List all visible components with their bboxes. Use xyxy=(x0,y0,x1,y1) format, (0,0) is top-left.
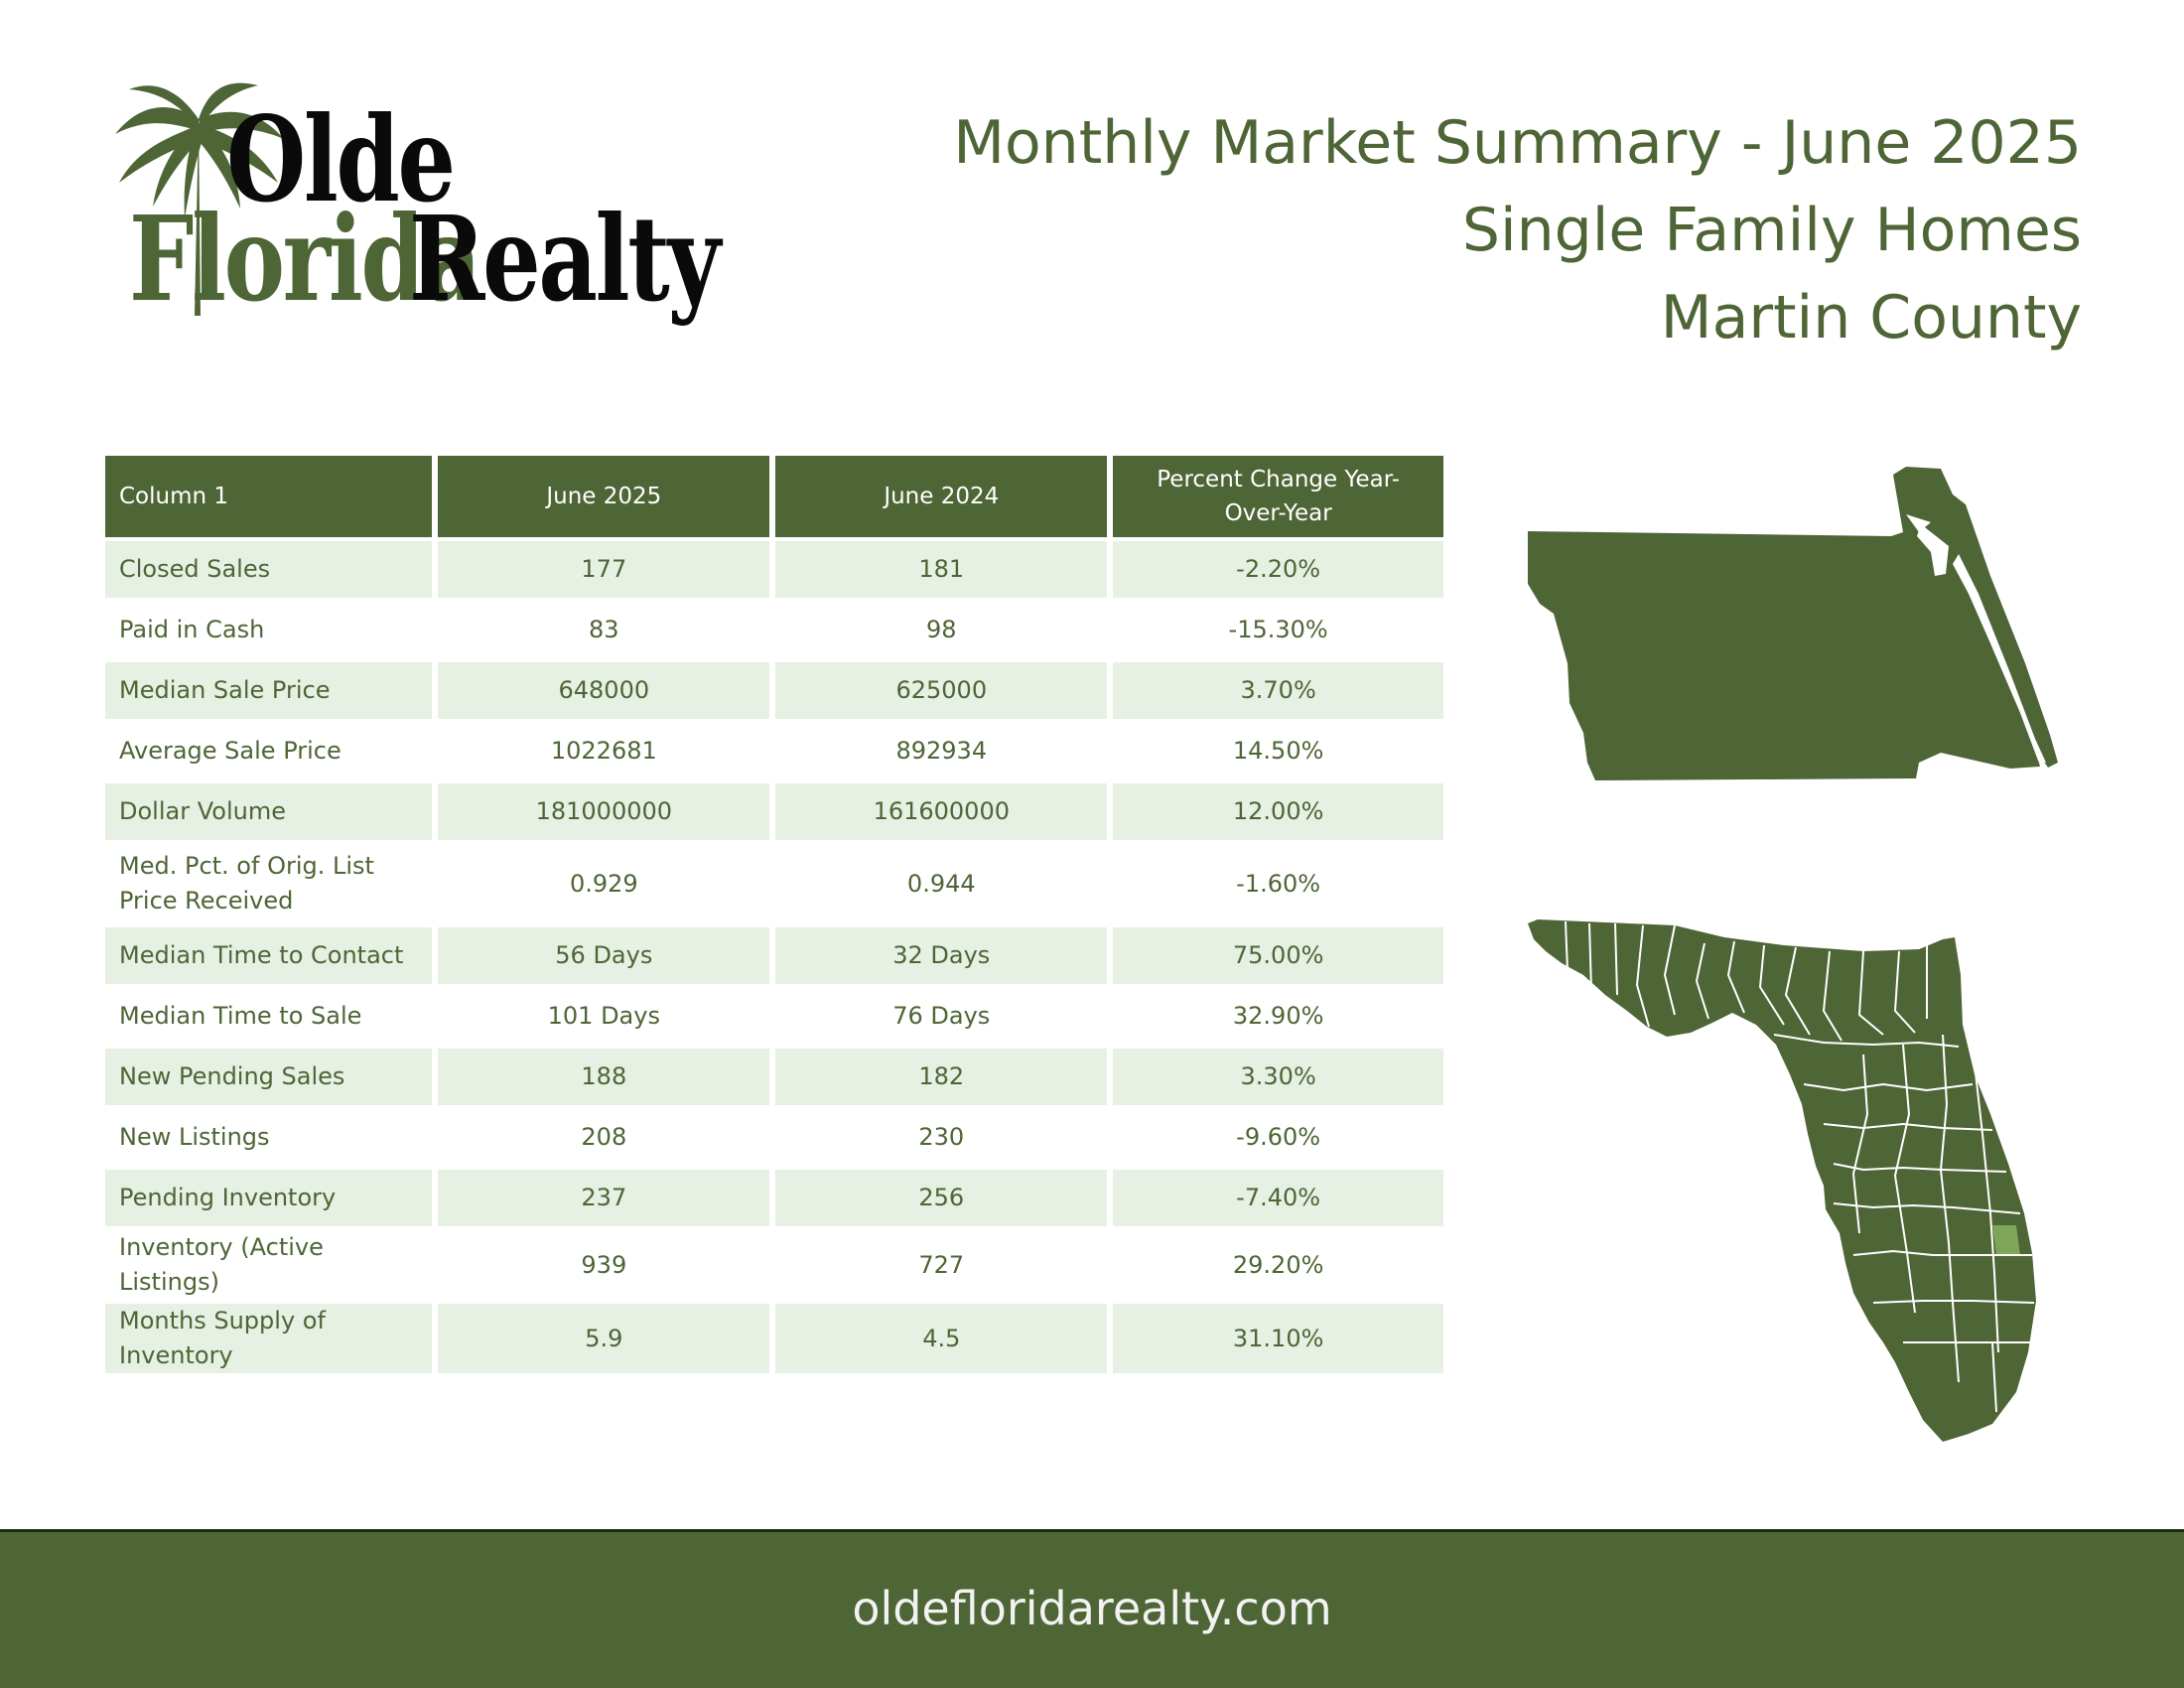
market-summary-table: Column 1 June 2025 June 2024 Percent Cha… xyxy=(99,452,1449,1377)
report-title: Monthly Market Summary - June 2025 xyxy=(953,108,2082,178)
current-value: 56 Days xyxy=(438,927,770,984)
row-label: Med. Pct. of Orig. List Price Received xyxy=(119,852,374,914)
percent-change: -9.60% xyxy=(1236,1123,1321,1151)
percent-change: 12.00% xyxy=(1113,783,1443,840)
website-url[interactable]: oldefloridarealty.com xyxy=(852,1582,1332,1635)
current-value: 208 xyxy=(581,1123,627,1151)
table-row: Paid in Cash 83 98 -15.30% xyxy=(105,602,1443,658)
logo-text-florida: Florida xyxy=(129,190,481,328)
row-label: New Listings xyxy=(119,1123,270,1151)
report-title-block: Monthly Market Summary - June 2025 Singl… xyxy=(953,99,2082,361)
martin-county-map xyxy=(1528,467,2058,780)
county-martin-highlight xyxy=(1992,1225,2020,1255)
table-row: Median Sale Price 648000 625000 3.70% xyxy=(105,662,1443,719)
logo-text-olde: Olde xyxy=(226,90,456,228)
current-value: 5.9 xyxy=(438,1304,770,1373)
previous-value: 0.944 xyxy=(906,869,976,898)
property-type: Single Family Homes xyxy=(1461,196,2082,265)
row-label: Dollar Volume xyxy=(105,783,433,840)
percent-change: 14.50% xyxy=(1232,737,1324,765)
row-label: Months Supply of Inventory xyxy=(105,1304,433,1373)
row-label: New Pending Sales xyxy=(105,1049,433,1105)
previous-value: 161600000 xyxy=(775,783,1108,840)
percent-change: 3.30% xyxy=(1113,1049,1443,1105)
previous-value: 32 Days xyxy=(775,927,1108,984)
table-row: Average Sale Price 1022681 892934 14.50% xyxy=(105,723,1443,779)
florida-shape xyxy=(1528,919,2036,1442)
column-header-current: June 2025 xyxy=(438,456,770,537)
region-name: Martin County xyxy=(1660,283,2082,352)
table-row: New Pending Sales 188 182 3.30% xyxy=(105,1049,1443,1105)
previous-value: 230 xyxy=(918,1123,965,1151)
row-label: Paid in Cash xyxy=(119,616,265,643)
table-row: Closed Sales 177 181 -2.20% xyxy=(105,541,1443,598)
current-value: 188 xyxy=(438,1049,770,1105)
previous-value: 727 xyxy=(918,1250,965,1279)
current-value: 0.929 xyxy=(569,869,638,898)
current-value: 181000000 xyxy=(438,783,770,840)
palm-tree-icon xyxy=(115,82,284,316)
row-label: Closed Sales xyxy=(105,541,433,598)
percent-change: -2.20% xyxy=(1113,541,1443,598)
percent-change: 3.70% xyxy=(1113,662,1443,719)
table-row: Inventory (Active Listings) 939 727 29.2… xyxy=(105,1230,1443,1300)
row-label: Inventory (Active Listings) xyxy=(119,1233,324,1296)
row-label: Median Time to Sale xyxy=(119,1002,362,1030)
row-label: Median Sale Price xyxy=(105,662,433,719)
previous-value: 98 xyxy=(926,616,957,643)
percent-change: -7.40% xyxy=(1113,1170,1443,1226)
current-value: 101 Days xyxy=(547,1002,660,1030)
table-row: Median Time to Contact 56 Days 32 Days 7… xyxy=(105,927,1443,984)
footer-bar: oldefloridarealty.com xyxy=(0,1529,2184,1688)
current-value: 1022681 xyxy=(550,737,657,765)
current-value: 939 xyxy=(581,1250,627,1279)
current-value: 648000 xyxy=(438,662,770,719)
percent-change: -1.60% xyxy=(1236,869,1321,898)
table-row: Dollar Volume 181000000 161600000 12.00% xyxy=(105,783,1443,840)
logo-text-realty: Realty xyxy=(409,190,721,328)
table-row: Pending Inventory 237 256 -7.40% xyxy=(105,1170,1443,1226)
previous-value: 4.5 xyxy=(775,1304,1108,1373)
previous-value: 625000 xyxy=(775,662,1108,719)
row-label: Pending Inventory xyxy=(105,1170,433,1226)
table-row: New Listings 208 230 -9.60% xyxy=(105,1109,1443,1166)
percent-change: 75.00% xyxy=(1113,927,1443,984)
previous-value: 892934 xyxy=(895,737,988,765)
percent-change: 29.20% xyxy=(1232,1250,1324,1279)
column-header-metric: Column 1 xyxy=(105,456,433,537)
current-value: 83 xyxy=(589,616,619,643)
percent-change: 31.10% xyxy=(1113,1304,1443,1373)
florida-county-map xyxy=(1528,919,2036,1442)
table-header-row: Column 1 June 2025 June 2024 Percent Cha… xyxy=(105,456,1443,537)
previous-value: 76 Days xyxy=(892,1002,991,1030)
table-row: Months Supply of Inventory 5.9 4.5 31.10… xyxy=(105,1304,1443,1373)
table-row: Median Time to Sale 101 Days 76 Days 32.… xyxy=(105,988,1443,1045)
table-row: Med. Pct. of Orig. List Price Received 0… xyxy=(105,844,1443,923)
brand-logo: Olde Florida Realty xyxy=(109,79,721,348)
current-value: 237 xyxy=(438,1170,770,1226)
previous-value: 181 xyxy=(775,541,1108,598)
row-label: Average Sale Price xyxy=(119,737,341,765)
percent-change: -15.30% xyxy=(1228,616,1328,643)
row-label: Median Time to Contact xyxy=(105,927,433,984)
county-shape xyxy=(1528,467,2058,780)
previous-value: 182 xyxy=(775,1049,1108,1105)
column-header-change: Percent Change Year-Over-Year xyxy=(1113,456,1443,537)
previous-value: 256 xyxy=(775,1170,1108,1226)
current-value: 177 xyxy=(438,541,770,598)
percent-change: 32.90% xyxy=(1232,1002,1324,1030)
column-header-previous: June 2024 xyxy=(775,456,1108,537)
